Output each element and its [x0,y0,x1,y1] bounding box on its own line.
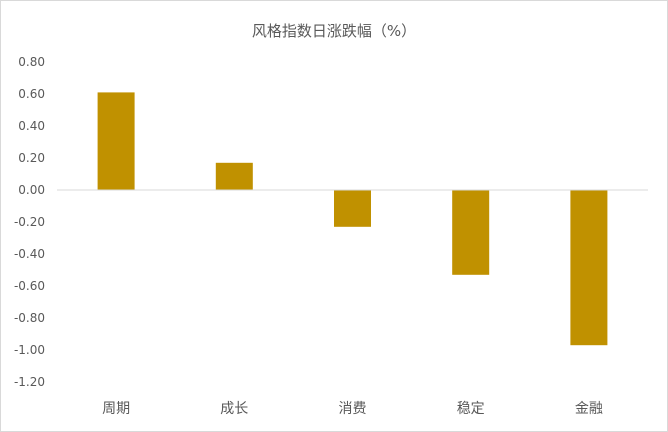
x-category-label: 稳定 [457,401,485,417]
x-axis-labels: 周期 成长 消费 稳定 金融 [102,401,603,417]
bar-2 [334,190,371,227]
y-tick-label: 0.00 [18,183,45,197]
y-tick-label: -1.00 [14,343,45,357]
y-tick-label: 0.40 [18,119,45,133]
y-tick-label: -0.40 [14,247,45,261]
x-category-label: 成长 [220,401,248,417]
y-axis-ticks: 0.80 0.60 0.40 0.20 0.00 -0.20 -0.40 -0.60 -0.80… [14,55,45,389]
x-category-label: 周期 [102,401,130,417]
y-tick-label: -0.80 [14,311,45,325]
chart-title: 风格指数日涨跌幅（%） [252,22,416,40]
bar-1 [215,162,253,190]
x-category-label: 金融 [575,401,603,417]
x-category-label: 消费 [339,401,367,417]
y-tick-label: 0.60 [18,87,45,101]
y-tick-label: 0.80 [18,55,45,69]
bar-3 [452,190,490,275]
y-tick-label: -0.60 [14,279,45,293]
bars-group [97,92,608,346]
bar-0 [97,92,135,190]
y-tick-label: -0.20 [14,215,45,229]
y-tick-label: 0.20 [18,151,45,165]
y-tick-label: -1.20 [14,375,45,389]
bar-4 [570,190,608,346]
